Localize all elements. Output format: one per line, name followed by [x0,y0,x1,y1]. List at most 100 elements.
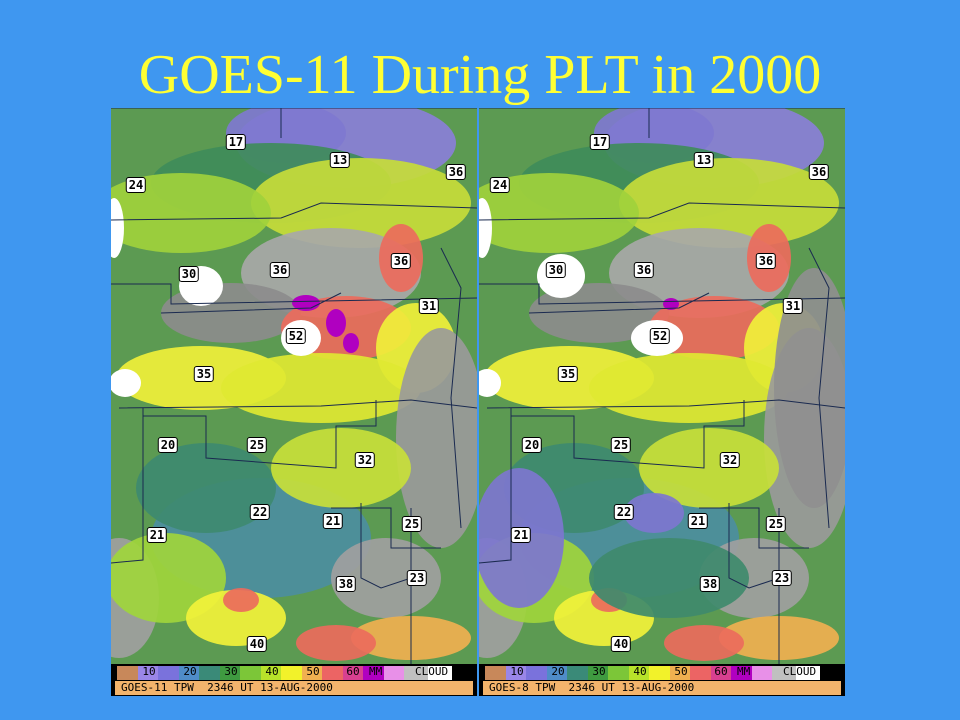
tpw-map-panel-left: 17 13 36 24 30 36 36 31 52 35 20 25 32 2… [111,108,477,696]
colorbar-swatch [751,666,772,680]
colorbar-swatch [567,666,588,680]
tpw-value-label: 17 [225,134,247,150]
colorbar-swatch [649,666,670,680]
colorbar-swatch [363,666,384,680]
colorbar-swatch [772,666,796,680]
colorbar-swatch [526,666,547,680]
tpw-value-label: 32 [354,452,376,468]
colorbar-swatch [608,666,629,680]
colorbar-swatch [731,666,752,680]
colorbar-swatch [281,666,302,680]
tpw-value-label: 21 [146,527,168,543]
tpw-value-label: 30 [178,266,200,282]
tpw-value-label: 40 [246,636,268,652]
tpw-value-label: 36 [390,253,412,269]
tpw-value-label: 23 [406,570,428,586]
tpw-value-label: 31 [418,298,440,314]
tpw-value-label: 24 [125,177,147,193]
colorbar-swatch [485,666,506,680]
tpw-value-label: 32 [719,452,741,468]
colorbar-tick: 60 [714,665,728,678]
colorbar-swatch [546,666,567,680]
tpw-map-left [111,108,477,664]
colorbar-swatch [428,666,452,680]
colorbar-swatch [342,666,363,680]
colorbar-tick: 40 [265,665,279,678]
tpw-value-label: 36 [633,262,655,278]
colorbar-tick: 40 [633,665,647,678]
colorbar-swatch [796,666,820,680]
colorbar-strip [117,666,452,680]
tpw-value-label: 25 [246,437,268,453]
colorbar-tick: 30 [592,665,606,678]
tpw-value-label: 52 [285,328,307,344]
tpw-value-label: 36 [269,262,291,278]
colorbar-tick: 50 [674,665,688,678]
tpw-value-label: 20 [521,437,543,453]
colorbar-tick: 20 [551,665,565,678]
colorbar-swatch [322,666,343,680]
image-caption: GOES-11 TPW 2346 UT 13-AUG-2000 [115,681,473,695]
tpw-map-panel-right: 17 13 36 24 30 36 36 31 52 35 20 25 32 2… [479,108,845,696]
colorbar-swatch [219,666,240,680]
colorbar-tick: 10 [510,665,524,678]
colorbar-swatch [260,666,281,680]
colorbar-swatch [710,666,731,680]
tpw-value-label: 31 [782,298,804,314]
tpw-value-label: 23 [771,570,793,586]
colorbar-swatch [301,666,322,680]
colorbar-swatch [404,666,428,680]
colorbar-swatch [158,666,179,680]
tpw-value-label: 21 [510,527,532,543]
colorbar-swatch [199,666,220,680]
tpw-value-label: 21 [687,513,709,529]
tpw-value-label: 22 [249,504,271,520]
colorbar-cloud-label: CLOUD [783,665,817,678]
tpw-colorbar-right: 10 20 30 40 50 60 MM CLOUD GOES-8 TPW 23… [479,664,845,696]
tpw-colorbar-left: 10 20 30 40 50 60 MM CLOUD GOES-11 TPW 2… [111,664,477,696]
colorbar-tick: 10 [142,665,156,678]
tpw-value-label: 35 [193,366,215,382]
tpw-value-label: 35 [557,366,579,382]
tpw-value-label: 38 [699,576,721,592]
tpw-value-label: 25 [765,516,787,532]
colorbar-swatch [587,666,608,680]
tpw-value-label: 38 [335,576,357,592]
colorbar-unit: MM [369,665,383,678]
colorbar-swatch [117,666,138,680]
colorbar-swatch [690,666,711,680]
colorbar-strip [485,666,820,680]
colorbar-ticks: 10 20 30 40 50 60 [485,665,839,679]
tpw-value-label: 52 [649,328,671,344]
colorbar-tick: 30 [224,665,238,678]
colorbar-unit: MM [737,665,751,678]
colorbar-swatch [240,666,261,680]
tpw-value-label: 25 [401,516,423,532]
tpw-value-label: 30 [545,262,567,278]
tpw-value-label: 36 [755,253,777,269]
colorbar-swatch [628,666,649,680]
colorbar-swatch [178,666,199,680]
tpw-value-label: 17 [589,134,611,150]
tpw-value-label: 21 [322,513,344,529]
tpw-value-label: 24 [489,177,511,193]
tpw-value-label: 20 [157,437,179,453]
tpw-value-label: 13 [329,152,351,168]
tpw-value-label: 40 [610,636,632,652]
colorbar-tick: 50 [306,665,320,678]
colorbar-swatch [383,666,404,680]
tpw-value-label: 13 [693,152,715,168]
tpw-value-label: 25 [610,437,632,453]
colorbar-cloud-label: CLOUD [415,665,449,678]
colorbar-ticks: 10 20 30 40 50 60 [117,665,471,679]
image-caption: GOES-8 TPW 2346 UT 13-AUG-2000 [483,681,841,695]
colorbar-swatch [669,666,690,680]
colorbar-swatch [505,666,526,680]
colorbar-tick: 60 [346,665,360,678]
tpw-value-label: 22 [613,504,635,520]
colorbar-tick: 20 [183,665,197,678]
tpw-value-label: 36 [808,164,830,180]
slide-title: GOES-11 During PLT in 2000 [138,44,822,106]
colorbar-swatch [137,666,158,680]
tpw-value-label: 36 [445,164,467,180]
